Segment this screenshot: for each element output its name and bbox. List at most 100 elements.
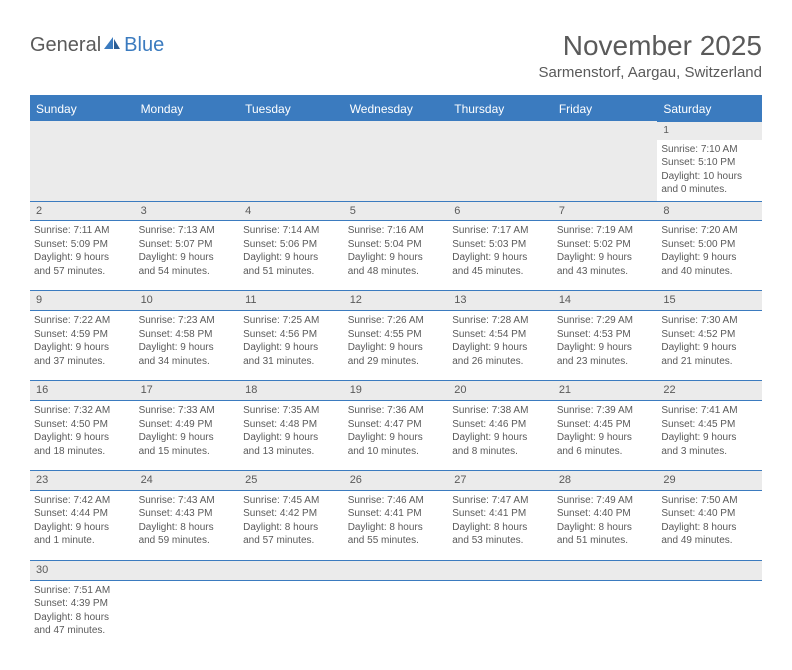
daylight-text: and 0 minutes. (661, 183, 758, 197)
daynum-cell: 20 (448, 381, 553, 401)
day-content: Sunrise: 7:11 AMSunset: 5:09 PMDaylight:… (34, 224, 131, 278)
day-number: 4 (245, 205, 251, 217)
daylight-text: Daylight: 9 hours (557, 341, 654, 355)
sunset-text: Sunset: 4:44 PM (34, 507, 131, 521)
daylight-text: and 57 minutes. (243, 534, 340, 548)
sunset-text: Sunset: 4:47 PM (348, 418, 445, 432)
sunset-text: Sunset: 4:59 PM (34, 328, 131, 342)
calendar-body: 1Sunrise: 7:10 AMSunset: 5:10 PMDaylight… (30, 121, 762, 650)
day-number: 22 (663, 384, 675, 396)
daylight-text: and 21 minutes. (661, 355, 758, 369)
day-cell (553, 121, 658, 201)
daynum-row: 16171819202122 (30, 381, 762, 401)
daynum-cell: 15 (657, 291, 762, 311)
daynum-cell: 14 (553, 291, 658, 311)
daylight-text: and 26 minutes. (452, 355, 549, 369)
day-number: 8 (663, 205, 669, 217)
sunrise-text: Sunrise: 7:46 AM (348, 494, 445, 508)
daylight-text: and 54 minutes. (139, 265, 236, 279)
weekday-header: Saturday (657, 96, 762, 121)
daylight-text: Daylight: 9 hours (557, 431, 654, 445)
weekday-header: Sunday (30, 96, 135, 121)
day-number: 9 (36, 294, 42, 306)
daylight-text: Daylight: 9 hours (661, 341, 758, 355)
week-row: Sunrise: 7:22 AMSunset: 4:59 PMDaylight:… (30, 311, 762, 381)
sunrise-text: Sunrise: 7:11 AM (34, 224, 131, 238)
day-number: 1 (657, 121, 762, 140)
week-row: Sunrise: 7:51 AMSunset: 4:39 PMDaylight:… (30, 580, 762, 650)
daylight-text: Daylight: 9 hours (452, 341, 549, 355)
day-cell: Sunrise: 7:22 AMSunset: 4:59 PMDaylight:… (30, 311, 135, 381)
day-content: Sunrise: 7:39 AMSunset: 4:45 PMDaylight:… (557, 404, 654, 458)
day-cell (448, 580, 553, 650)
day-content: Sunrise: 7:50 AMSunset: 4:40 PMDaylight:… (661, 494, 758, 548)
sunset-text: Sunset: 4:41 PM (348, 507, 445, 521)
day-number: 12 (350, 294, 362, 306)
sunrise-text: Sunrise: 7:26 AM (348, 314, 445, 328)
day-cell: Sunrise: 7:20 AMSunset: 5:00 PMDaylight:… (657, 221, 762, 291)
daylight-text: and 57 minutes. (34, 265, 131, 279)
daynum-row: 30 (30, 560, 762, 580)
day-cell: Sunrise: 7:46 AMSunset: 4:41 PMDaylight:… (344, 490, 449, 560)
daynum-cell: 10 (135, 291, 240, 311)
weekday-header: Monday (135, 96, 240, 121)
daylight-text: and 23 minutes. (557, 355, 654, 369)
sunset-text: Sunset: 4:43 PM (139, 507, 236, 521)
daylight-text: and 51 minutes. (243, 265, 340, 279)
daynum-cell (344, 560, 449, 580)
sunrise-text: Sunrise: 7:30 AM (661, 314, 758, 328)
weekday-header: Thursday (448, 96, 553, 121)
day-cell: Sunrise: 7:43 AMSunset: 4:43 PMDaylight:… (135, 490, 240, 560)
sunrise-text: Sunrise: 7:45 AM (243, 494, 340, 508)
sunset-text: Sunset: 5:09 PM (34, 238, 131, 252)
week-row: 1 Sunrise: 7:10 AMSunset: 5:10 PMDaylight… (30, 121, 762, 201)
daylight-text: and 59 minutes. (139, 534, 236, 548)
daylight-text: Daylight: 9 hours (243, 251, 340, 265)
logo: General Blue (30, 34, 164, 57)
day-content: Sunrise: 7:16 AMSunset: 5:04 PMDaylight:… (348, 224, 445, 278)
day-number: 21 (559, 384, 571, 396)
sunset-text: Sunset: 4:58 PM (139, 328, 236, 342)
sunrise-text: Sunrise: 7:10 AM (661, 143, 758, 157)
daylight-text: and 47 minutes. (34, 624, 131, 638)
day-number: 25 (245, 474, 257, 486)
day-number: 18 (245, 384, 257, 396)
daylight-text: Daylight: 9 hours (139, 341, 236, 355)
day-content: Sunrise: 7:23 AMSunset: 4:58 PMDaylight:… (139, 314, 236, 368)
sunset-text: Sunset: 4:55 PM (348, 328, 445, 342)
daylight-text: and 18 minutes. (34, 445, 131, 459)
day-cell: Sunrise: 7:13 AMSunset: 5:07 PMDaylight:… (135, 221, 240, 291)
day-content: Sunrise: 7:32 AMSunset: 4:50 PMDaylight:… (34, 404, 131, 458)
sunrise-text: Sunrise: 7:19 AM (557, 224, 654, 238)
sunrise-text: Sunrise: 7:32 AM (34, 404, 131, 418)
day-cell: Sunrise: 7:49 AMSunset: 4:40 PMDaylight:… (553, 490, 658, 560)
daylight-text: Daylight: 8 hours (243, 521, 340, 535)
daylight-text: Daylight: 9 hours (348, 251, 445, 265)
daynum-cell (135, 560, 240, 580)
day-cell (239, 580, 344, 650)
daynum-cell: 18 (239, 381, 344, 401)
daylight-text: Daylight: 8 hours (661, 521, 758, 535)
daynum-cell: 11 (239, 291, 344, 311)
day-cell: Sunrise: 7:51 AMSunset: 4:39 PMDaylight:… (30, 580, 135, 650)
day-cell (344, 121, 449, 201)
day-content: Sunrise: 7:26 AMSunset: 4:55 PMDaylight:… (348, 314, 445, 368)
day-number: 23 (36, 474, 48, 486)
daynum-cell: 12 (344, 291, 449, 311)
daylight-text: Daylight: 9 hours (34, 521, 131, 535)
sunset-text: Sunset: 5:10 PM (661, 156, 758, 170)
daylight-text: Daylight: 8 hours (557, 521, 654, 535)
daylight-text: Daylight: 10 hours (661, 170, 758, 184)
daylight-text: Daylight: 9 hours (34, 431, 131, 445)
daynum-cell: 21 (553, 381, 658, 401)
day-cell (657, 580, 762, 650)
daylight-text: and 6 minutes. (557, 445, 654, 459)
sunset-text: Sunset: 4:40 PM (661, 507, 758, 521)
daynum-row: 23242526272829 (30, 471, 762, 491)
sunrise-text: Sunrise: 7:47 AM (452, 494, 549, 508)
daylight-text: Daylight: 9 hours (452, 431, 549, 445)
sunrise-text: Sunrise: 7:42 AM (34, 494, 131, 508)
day-cell (239, 121, 344, 201)
sunrise-text: Sunrise: 7:29 AM (557, 314, 654, 328)
weekday-header: Wednesday (344, 96, 449, 121)
